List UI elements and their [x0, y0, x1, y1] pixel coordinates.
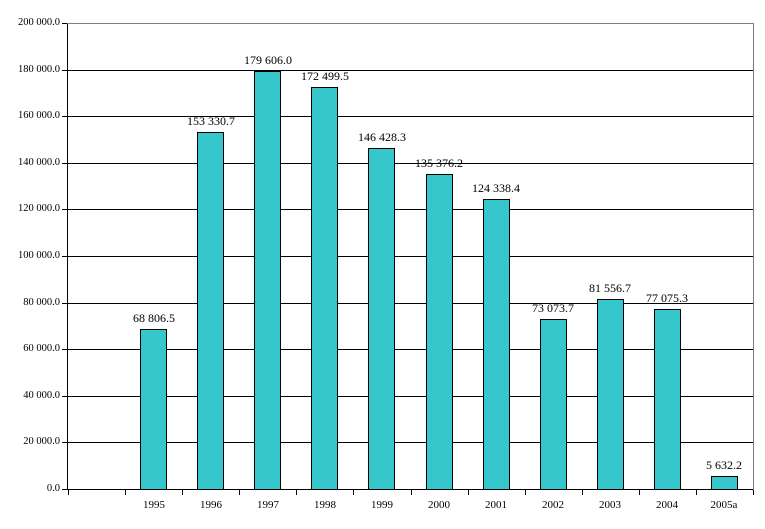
y-axis-tick	[62, 442, 67, 443]
x-axis-label: 1996	[200, 499, 222, 511]
x-axis-tick	[68, 490, 69, 495]
x-axis-label: 2001	[485, 499, 507, 511]
bar-value-label: 77 075.3	[646, 291, 688, 305]
y-axis-label: 80 000.0	[23, 297, 60, 308]
x-axis-label: 2004	[656, 499, 678, 511]
y-axis-tick	[62, 23, 67, 24]
bar-value-label: 81 556.7	[589, 281, 631, 295]
gridline	[68, 349, 753, 350]
y-axis-line	[67, 23, 68, 490]
bar	[368, 148, 395, 490]
gridline	[68, 256, 753, 257]
x-axis-tick	[696, 490, 697, 495]
x-axis-label: 2005a	[710, 499, 738, 511]
x-axis-label: 1999	[371, 499, 393, 511]
y-axis-tick	[62, 163, 67, 164]
bar-value-label: 68 806.5	[133, 311, 175, 325]
gridline	[68, 396, 753, 397]
x-axis-tick	[639, 490, 640, 495]
bar-value-label: 153 330.7	[187, 114, 235, 128]
y-axis-tick	[62, 396, 67, 397]
x-axis-line	[67, 489, 754, 490]
gridline	[68, 163, 753, 164]
y-axis-label: 140 000.0	[18, 157, 60, 168]
x-axis-label: 1997	[257, 499, 279, 511]
bar-value-label: 172 499.5	[301, 69, 349, 83]
x-axis-tick	[753, 490, 754, 495]
x-axis-label: 1995	[143, 499, 165, 511]
plot-top-border	[67, 23, 754, 24]
x-axis-label: 2003	[599, 499, 621, 511]
bar-value-label: 179 606.0	[244, 53, 292, 67]
gridline	[68, 442, 753, 443]
x-axis-label: 2000	[428, 499, 450, 511]
gridline	[68, 209, 753, 210]
plot-right-border	[753, 23, 754, 490]
y-axis-label: 160 000.0	[18, 110, 60, 121]
x-axis-tick	[468, 490, 469, 495]
bar	[654, 309, 681, 490]
bar	[483, 199, 510, 490]
y-axis-label: 180 000.0	[18, 64, 60, 75]
bar-value-label: 73 073.7	[532, 301, 574, 315]
y-axis-label: 100 000.0	[18, 250, 60, 261]
x-axis-label: 2002	[542, 499, 564, 511]
x-axis-tick	[182, 490, 183, 495]
bar	[311, 87, 338, 490]
bar	[426, 174, 453, 490]
x-axis-label: 1998	[314, 499, 336, 511]
y-axis-label: 0.0	[46, 483, 60, 494]
y-axis-label: 200 000.0	[18, 17, 60, 28]
x-axis-tick	[525, 490, 526, 495]
bar-value-label: 146 428.3	[358, 130, 406, 144]
y-axis-tick	[62, 256, 67, 257]
x-axis-tick	[125, 490, 126, 495]
bar	[711, 476, 738, 490]
bar	[197, 132, 224, 490]
bar	[254, 71, 281, 490]
x-axis-tick	[296, 490, 297, 495]
x-axis-tick	[353, 490, 354, 495]
y-axis-label: 40 000.0	[23, 390, 60, 401]
bar	[540, 319, 567, 490]
y-axis-tick	[62, 489, 67, 490]
y-axis-label: 120 000.0	[18, 203, 60, 214]
y-axis-label: 20 000.0	[23, 436, 60, 447]
gridline	[68, 303, 753, 304]
x-axis-tick	[582, 490, 583, 495]
bar-value-label: 124 338.4	[472, 181, 520, 195]
gridline	[68, 116, 753, 117]
y-axis-label: 60 000.0	[23, 343, 60, 354]
x-axis-tick	[411, 490, 412, 495]
x-axis-tick	[239, 490, 240, 495]
y-axis-tick	[62, 70, 67, 71]
bar-value-label: 5 632.2	[706, 458, 742, 472]
y-axis-tick	[62, 116, 67, 117]
bar	[140, 329, 167, 490]
y-axis-tick	[62, 349, 67, 350]
bar	[597, 299, 624, 490]
y-axis-tick	[62, 303, 67, 304]
gridline	[68, 70, 753, 71]
bar-value-label: 135 376.2	[415, 156, 463, 170]
y-axis-tick	[62, 209, 67, 210]
